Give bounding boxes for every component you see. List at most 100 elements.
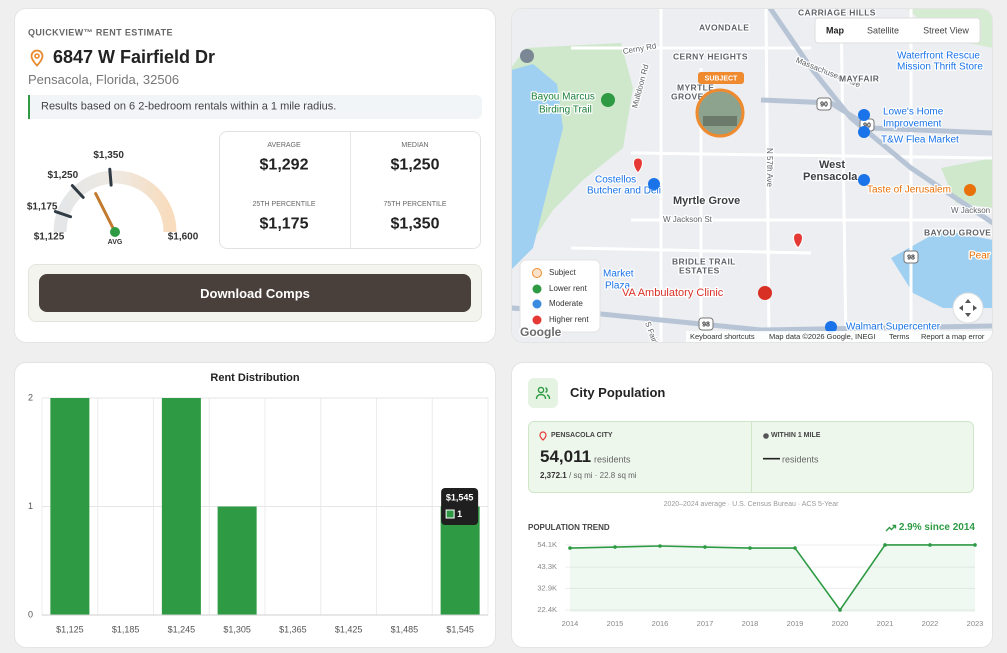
highway-number: 98 — [702, 321, 710, 328]
download-button[interactable]: Download Comps — [39, 274, 471, 312]
pin-icon — [30, 49, 44, 67]
legend-dot — [532, 299, 542, 309]
subject-badge — [698, 72, 744, 84]
map-type-button[interactable]: Satellite — [867, 25, 899, 35]
legend-dot — [532, 284, 542, 294]
map-type-button[interactable]: Map — [826, 25, 845, 35]
place-label: VA Ambulatory Clinic — [622, 287, 724, 299]
map-logo: Google — [520, 325, 562, 339]
map-legend — [519, 259, 601, 333]
streets — [570, 9, 992, 342]
stat-value: $1,292 — [259, 156, 309, 174]
highway-number: 98 — [907, 254, 915, 261]
place-label: W Jackson S — [951, 206, 993, 215]
place-label: Butcher and Deli — [587, 186, 661, 197]
legend-label: Lower rent — [549, 284, 588, 293]
place-icon — [648, 178, 660, 190]
place-label: Mission Thrift Store — [897, 62, 983, 73]
eyebrow: QUICKVIEW™ RENT ESTIMATE — [28, 27, 173, 38]
place-label: Taste of Jerusalem — [867, 185, 951, 196]
water — [891, 230, 992, 308]
map-footer-link[interactable]: Report a map error — [921, 332, 985, 341]
place-label: BAYOU GROVE — [924, 227, 991, 237]
city-line: Pensacola, Florida, 32506 — [28, 72, 180, 88]
city-label: PENSACOLA CITY — [551, 431, 613, 439]
city-unit: residents — [594, 454, 631, 465]
map-footer — [686, 331, 992, 342]
place-label: Bayou Marcus — [531, 92, 595, 103]
radius-population: — — [763, 447, 780, 467]
place-label: ESTATES — [679, 265, 720, 275]
population-title: City Population — [570, 385, 666, 401]
place-label: MAYFAIR — [839, 73, 879, 83]
place-label: BRIDLE TRAIL — [672, 256, 736, 266]
population-icon-box — [528, 378, 558, 408]
place-label: MYRTLE — [677, 82, 714, 92]
city-pin-icon — [539, 431, 547, 441]
higher-rent-pin[interactable] — [793, 232, 803, 249]
place-label: Market — [603, 269, 634, 280]
stat-value: $1,250 — [390, 156, 440, 174]
city-density: 2,372.1 — [540, 471, 567, 481]
place-icon — [858, 126, 870, 138]
map-icons: SUBJECT — [520, 49, 984, 333]
place-label: Costellos — [595, 175, 636, 186]
place-icon — [964, 184, 976, 196]
place-label: Waterfront Rescue — [897, 51, 980, 62]
place-label: West — [819, 159, 845, 171]
subject-marker[interactable] — [695, 88, 745, 138]
people-icon — [535, 386, 551, 400]
water — [512, 64, 563, 269]
note: Results based on 6 2-bedroom rentals wit… — [41, 100, 337, 113]
place-label: Walmart Supercenter — [846, 322, 941, 333]
legend-label: Moderate — [549, 299, 583, 308]
place-icon — [758, 286, 772, 300]
radius-label: WITHIN 1 MILE — [771, 431, 821, 439]
map-card: CARRIAGE HILLS AVONDALE Cerny Rd CERNY HEIG… — [511, 8, 993, 343]
trend-arrow — [885, 524, 897, 532]
legend-label: Subject — [549, 268, 576, 277]
place-label: Lowe's Home — [883, 107, 944, 118]
place-label: Pear — [969, 251, 991, 262]
stat-label: MEDIAN — [401, 141, 429, 149]
place-label: T&W Flea Market — [881, 135, 959, 146]
place-label: CARRIAGE HILLS — [798, 8, 876, 17]
place-icon — [858, 174, 870, 186]
place-icon — [601, 93, 615, 107]
stats-box — [219, 131, 481, 249]
stat-label: 75TH PERCENTILE — [383, 200, 447, 208]
trend-change: 2.9% since 2014 — [898, 522, 975, 533]
legend-dot — [532, 315, 542, 325]
place-icon — [520, 49, 534, 63]
place-label: N 57th Ave — [765, 148, 774, 188]
map-type-button[interactable]: Street View — [923, 25, 969, 35]
map-attribution: Map data ©2026 Google, INEGI — [769, 332, 875, 341]
legend-dot — [532, 268, 542, 278]
trend-title: POPULATION TREND — [528, 523, 610, 533]
city-population: 54,011 — [540, 446, 592, 466]
radius-icon — [763, 433, 769, 439]
radius-unit: residents — [782, 454, 819, 465]
note-box — [28, 95, 482, 119]
map-footer-link[interactable]: Terms — [889, 332, 910, 341]
highway-shield — [698, 317, 714, 331]
map-footer-link[interactable]: Keyboard shortcuts — [690, 332, 755, 341]
higher-rent-pin[interactable] — [633, 157, 643, 174]
stat-value: $1,350 — [390, 215, 440, 233]
highway-number: 90 — [863, 122, 871, 129]
place-icon — [825, 321, 837, 333]
highway-shield — [816, 97, 832, 111]
highway-shield — [903, 250, 919, 264]
distribution-card — [14, 362, 496, 648]
place-icon — [858, 109, 870, 121]
stats-divider — [350, 132, 351, 248]
stat-label: AVERAGE — [267, 141, 301, 149]
stats-divider — [751, 422, 752, 492]
address: 6847 W Fairfield Dr — [53, 47, 216, 68]
city-detail: / sq mi · 22.8 sq mi — [569, 471, 637, 481]
map-control[interactable] — [952, 292, 984, 324]
place-label: Plaza — [605, 281, 630, 292]
